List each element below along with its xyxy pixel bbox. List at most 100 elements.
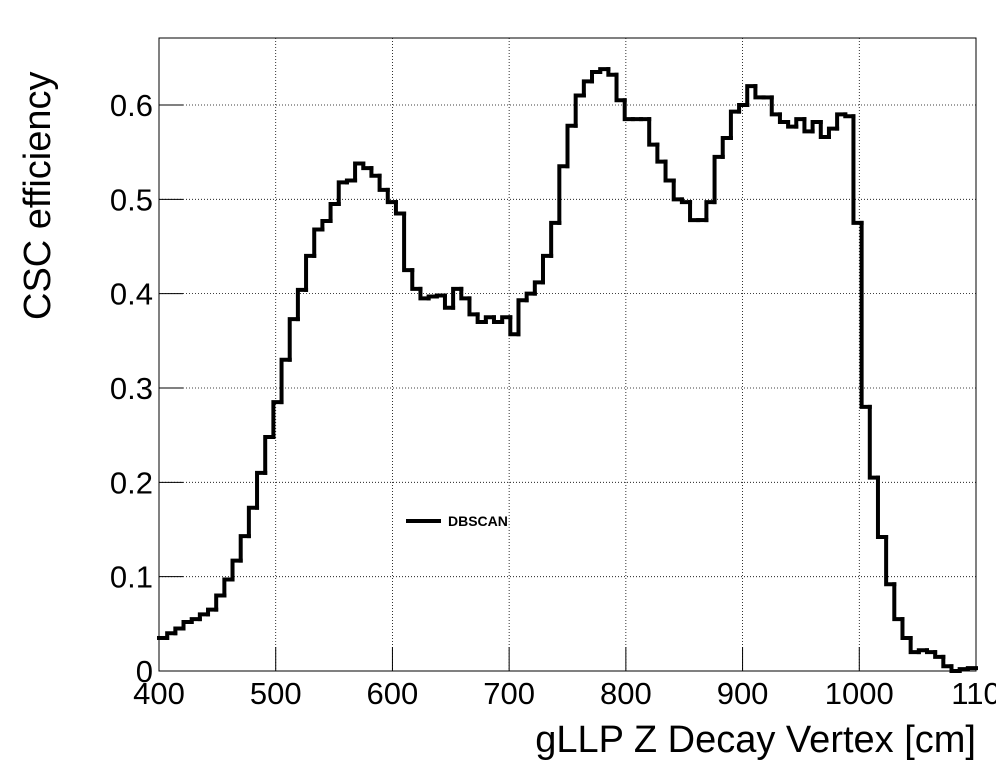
histogram-bin [745, 84, 758, 107]
histogram-bin [483, 315, 496, 324]
histogram-bin [590, 69, 603, 84]
histogram-bin [434, 293, 447, 299]
histogram-bin [402, 211, 415, 273]
histogram-bin [671, 178, 684, 202]
histogram-bin [328, 202, 341, 224]
histogram-bin [189, 617, 202, 624]
histogram-bin [442, 293, 456, 310]
histogram-bin [532, 280, 545, 296]
histogram-bin [957, 667, 970, 673]
histogram-bin [647, 117, 660, 147]
histogram-bin [908, 635, 921, 655]
x-axis-title: gLLP Z Decay Vertex [cm] [535, 719, 976, 761]
histogram-bin [320, 219, 333, 232]
histogram-bin [728, 109, 742, 140]
y-tick-label: 0.3 [110, 371, 153, 406]
histogram-bin [786, 119, 799, 129]
histogram-bin [557, 164, 570, 225]
histogram-bin [491, 315, 505, 324]
histogram-bin [606, 67, 619, 77]
histogram-bin [410, 268, 423, 291]
y-tick-label: 0.6 [110, 88, 153, 123]
histogram-bin [949, 664, 962, 673]
y-tick-label: 0.2 [110, 465, 153, 500]
histogram-bin [426, 294, 439, 301]
histogram-bin [246, 505, 260, 539]
histogram-bin [353, 161, 366, 183]
histogram-bin [279, 357, 292, 405]
histogram-bin [312, 227, 325, 258]
histogram-bin [165, 631, 178, 640]
histogram-bin [304, 253, 317, 292]
x-tick-label: 800 [600, 676, 652, 711]
x-tick-label: 600 [367, 676, 419, 711]
histogram-bin [344, 178, 358, 185]
histogram-bin [336, 180, 349, 207]
histogram-bin [737, 102, 750, 114]
histogram-bin [361, 161, 374, 171]
histogram-bin [826, 126, 840, 140]
histogram-bin [181, 619, 194, 631]
histogram-bin [859, 220, 872, 409]
histogram-bin [933, 650, 946, 659]
x-tick-label: 700 [483, 676, 535, 711]
histogram-bin [794, 117, 807, 129]
histogram-bin [924, 648, 938, 655]
histogram-bin [238, 534, 251, 563]
histogram-bin [263, 435, 276, 475]
x-tick-label: 110 [951, 676, 996, 711]
histogram-bin [704, 200, 717, 223]
histogram-bin [892, 582, 905, 622]
histogram-bin [508, 315, 521, 337]
histogram-bin [393, 200, 407, 216]
histogram-bin [173, 626, 186, 636]
histogram-bin [769, 95, 782, 117]
histogram-bin [295, 287, 309, 322]
histogram-bin [418, 286, 431, 301]
histogram-bin [663, 159, 676, 183]
histogram-bin [475, 312, 488, 324]
histogram-bin [802, 117, 815, 134]
histogram-bin [851, 114, 864, 225]
histogram-bin [377, 173, 390, 192]
y-tick-label: 0 [136, 654, 153, 689]
histogram-bin [230, 558, 243, 582]
histogram-bin [818, 119, 831, 140]
histogram-bin [581, 79, 595, 98]
histogram-bin [614, 72, 627, 103]
histogram-bin [255, 470, 268, 510]
histogram-bin [843, 112, 856, 119]
histogram-bin [214, 593, 227, 612]
histogram-bin [287, 317, 300, 362]
histogram-bin [549, 220, 562, 258]
histogram-bin [655, 142, 668, 164]
histogram-bin [222, 577, 235, 598]
histogram-bin [712, 154, 725, 205]
x-tick-label: 400 [133, 676, 185, 711]
histogram-bin [835, 112, 848, 131]
histogram-bin [900, 617, 913, 640]
histogram-bin [540, 253, 554, 285]
y-tick-label: 0.4 [110, 277, 153, 312]
x-tick-label: 500 [250, 676, 302, 711]
histogram-bin [206, 607, 219, 617]
x-tick-label: 900 [717, 676, 769, 711]
histogram-bin [965, 666, 978, 672]
histogram-bin [271, 400, 284, 440]
histogram-bin [197, 612, 211, 622]
histogram-bin [688, 200, 701, 223]
histogram-bin [810, 119, 823, 134]
y-axis-title: CSC efficiency [17, 71, 59, 320]
histogram-bin [884, 535, 897, 587]
histogram-bin [941, 654, 954, 669]
x-tick-label: 1000 [825, 676, 894, 711]
histogram-bin [875, 475, 889, 540]
histogram-bin [451, 286, 464, 310]
y-tick-label: 0.1 [110, 560, 153, 595]
histogram-bin [516, 298, 529, 337]
histogram-bin [459, 286, 472, 301]
histogram-bin [385, 187, 398, 205]
histogram-bin [679, 197, 693, 205]
histogram-bin [720, 135, 733, 159]
